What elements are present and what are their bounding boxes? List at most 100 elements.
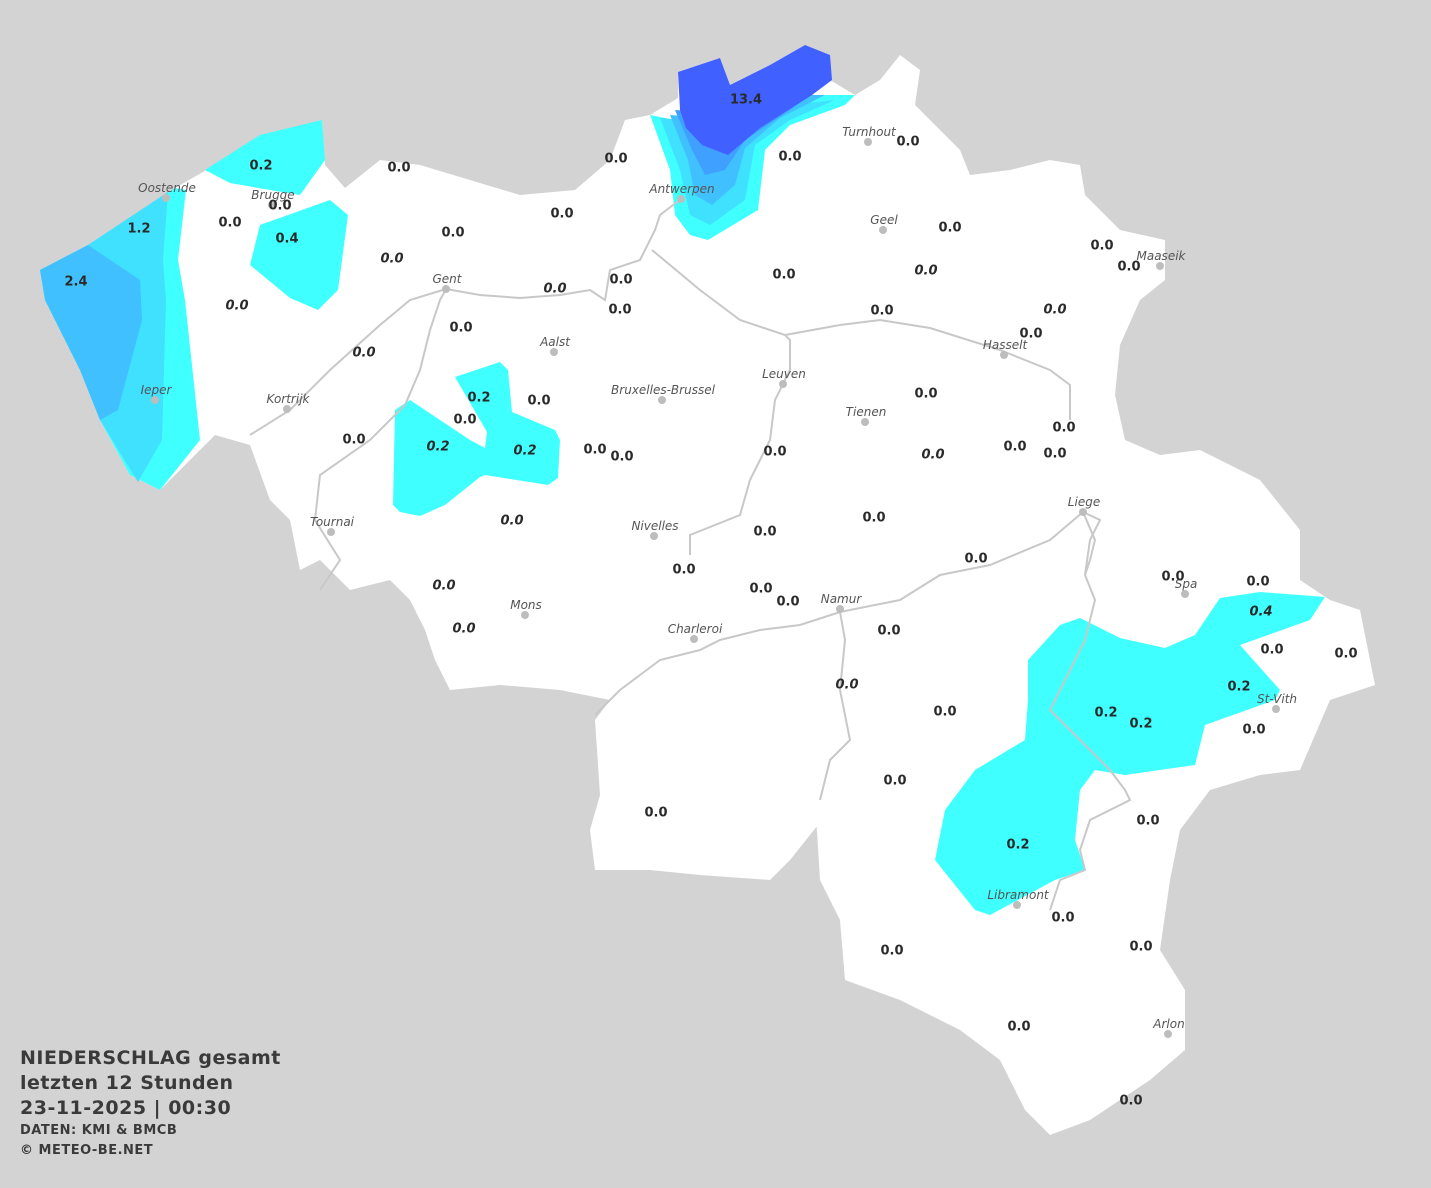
station-value: 0.0 <box>527 394 550 409</box>
city-maaseik: Maaseik <box>1137 249 1187 270</box>
city-dot <box>162 194 170 202</box>
station-value: 0.0 <box>883 774 906 789</box>
city-label: Libramont <box>987 888 1050 902</box>
station-value: 0.0 <box>441 226 464 241</box>
city-namur: Namur <box>821 592 862 613</box>
city-label: Liege <box>1068 495 1100 509</box>
station-value: 0.2 <box>249 159 272 174</box>
city-label: Geel <box>870 213 898 227</box>
east-zone <box>935 592 1325 915</box>
station-value: 0.0 <box>1246 575 1269 590</box>
station-value: 0.0 <box>583 443 606 458</box>
city-dot <box>521 611 529 619</box>
station-value: 0.0 <box>1007 1020 1030 1035</box>
west-coast-zone-2 <box>40 245 142 420</box>
river-leie <box>249 288 447 436</box>
station-value: 0.2 <box>426 440 449 455</box>
city-dot <box>779 380 787 388</box>
station-value: 0.0 <box>749 582 772 597</box>
station-value: 0.0 <box>1117 260 1140 275</box>
city-bruxelles-brussel: Bruxelles-Brussel <box>611 383 716 404</box>
city-label: Tournai <box>310 515 355 529</box>
station-value: 0.0 <box>862 511 885 526</box>
city-dot <box>327 528 335 536</box>
city-label: Ieper <box>141 383 173 397</box>
station-value: 0.0 <box>225 299 248 314</box>
station-value: 0.0 <box>608 303 631 318</box>
city-label: Antwerpen <box>648 182 714 196</box>
city-label: Oostende <box>138 181 196 195</box>
city-label: Arlon <box>1152 1017 1184 1031</box>
station-value: 0.0 <box>880 944 903 959</box>
city-label: St-Vith <box>1257 692 1297 706</box>
city-label: Mons <box>510 598 542 612</box>
city-libramont: Libramont <box>987 888 1050 909</box>
city-dot <box>1164 1030 1172 1038</box>
city-dot <box>268 201 276 209</box>
station-value: 0.0 <box>1043 303 1066 318</box>
station-value: 0.0 <box>604 152 627 167</box>
legend-copyright: © METEO-BE.NET <box>20 1143 154 1158</box>
rivers <box>249 198 1132 911</box>
station-value: 0.2 <box>1006 838 1029 853</box>
river-ourthe <box>1048 511 1132 911</box>
station-value: 0.0 <box>644 806 667 821</box>
station-value: 0.0 <box>763 445 786 460</box>
brugge-coast-zone <box>205 120 325 195</box>
station-value: 0.0 <box>1242 723 1265 738</box>
canal-kempen <box>651 249 786 336</box>
city-label: Hasselt <box>983 338 1029 352</box>
cities: Oostende Brugge Ieper Kortrijk Gent Aalst Antw… <box>138 125 1297 1038</box>
city-label: Spa <box>1175 577 1198 591</box>
legend-source: DATEN: KMI & BMCB <box>20 1123 178 1138</box>
station-value: 0.0 <box>543 282 566 297</box>
station-value: 0.0 <box>268 199 291 214</box>
city-label: Maaseik <box>1137 249 1187 263</box>
city-dot <box>1079 508 1087 516</box>
station-value: 0.0 <box>753 525 776 540</box>
city-geel: Geel <box>870 213 898 234</box>
city-turnhout: Turnhout <box>842 125 897 146</box>
station-value: 0.0 <box>1019 327 1042 342</box>
city-dot <box>442 285 450 293</box>
station-value: 0.0 <box>432 579 455 594</box>
city-charleroi: Charleroi <box>668 622 723 643</box>
city-label: Kortrijk <box>267 392 311 406</box>
station-value: 0.2 <box>1227 680 1250 695</box>
river-dijle <box>689 334 791 555</box>
city-nivelles: Nivelles <box>631 519 679 540</box>
city-label: Leuven <box>762 367 806 381</box>
station-value: 0.0 <box>449 321 472 336</box>
city-ieper: Ieper <box>141 383 173 404</box>
legend-datetime: 23-11-2025 | 00:30 <box>20 1097 232 1119</box>
station-value: 0.0 <box>453 413 476 428</box>
city-label: Turnhout <box>842 125 897 139</box>
station-value: 0.2 <box>513 444 536 459</box>
city-dot <box>861 418 869 426</box>
station-value: 0.0 <box>1051 911 1074 926</box>
station-value: 0.0 <box>609 273 632 288</box>
station-value: 0.0 <box>550 207 573 222</box>
station-value: 0.0 <box>610 450 633 465</box>
station-value: 0.0 <box>672 563 695 578</box>
precipitation-zones <box>40 45 1325 915</box>
station-value: 0.0 <box>938 221 961 236</box>
station-value: 0.0 <box>933 705 956 720</box>
station-value: 0.0 <box>500 514 523 529</box>
city-label: Charleroi <box>668 622 723 636</box>
city-liege: Liege <box>1068 495 1100 516</box>
station-value: 0.0 <box>1090 239 1113 254</box>
station-value: 0.0 <box>1043 447 1066 462</box>
city-dot <box>658 396 666 404</box>
city-mons: Mons <box>510 598 542 619</box>
station-value: 0.0 <box>914 387 937 402</box>
city-dot <box>1156 262 1164 270</box>
station-value: 0.0 <box>877 624 900 639</box>
station-value: 0.0 <box>835 678 858 693</box>
antwerp-zone-10 <box>678 45 832 155</box>
city-label: Bruxelles-Brussel <box>611 383 716 397</box>
city-dot <box>283 405 291 413</box>
city-dot <box>1272 705 1280 713</box>
